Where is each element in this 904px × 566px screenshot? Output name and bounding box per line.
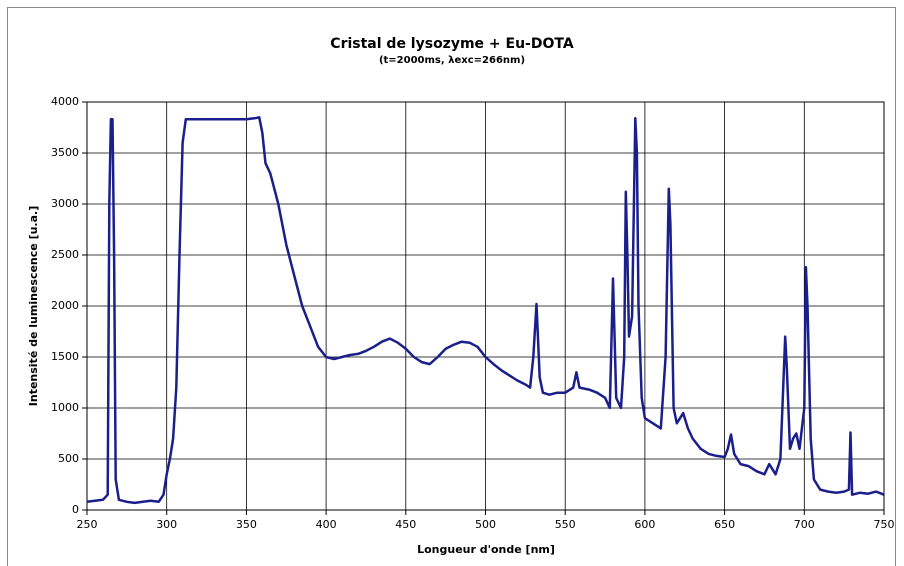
x-tick-label: 500 — [475, 518, 496, 531]
x-tick-label: 700 — [794, 518, 815, 531]
x-tick-label: 350 — [236, 518, 257, 531]
chart-title: Cristal de lysozyme + Eu-DOTA — [330, 36, 574, 52]
y-tick-label: 500 — [58, 452, 79, 465]
x-tick-label: 550 — [555, 518, 576, 531]
x-tick-label: 650 — [714, 518, 735, 531]
y-axis-label: Intensité de luminescence [u.a.] — [27, 206, 40, 406]
x-tick-label: 600 — [634, 518, 655, 531]
y-tick-label: 1000 — [51, 401, 79, 414]
y-tick-label: 2000 — [51, 299, 79, 312]
x-tick-label: 250 — [77, 518, 98, 531]
x-axis-label: Longueur d'onde [nm] — [417, 543, 555, 556]
x-tick-label: 450 — [395, 518, 416, 531]
y-tick-label: 4000 — [51, 95, 79, 108]
y-tick-label: 3500 — [51, 146, 79, 159]
y-tick-label: 2500 — [51, 248, 79, 261]
x-tick-label: 750 — [874, 518, 895, 531]
y-tick-label: 0 — [72, 503, 79, 516]
y-tick-label: 1500 — [51, 350, 79, 363]
x-tick-label: 400 — [316, 518, 337, 531]
x-tick-label: 300 — [156, 518, 177, 531]
chart-subtitle: (t=2000ms, λexc=266nm) — [379, 55, 525, 66]
data-line — [86, 116, 885, 505]
y-tick-label: 3000 — [51, 197, 79, 210]
